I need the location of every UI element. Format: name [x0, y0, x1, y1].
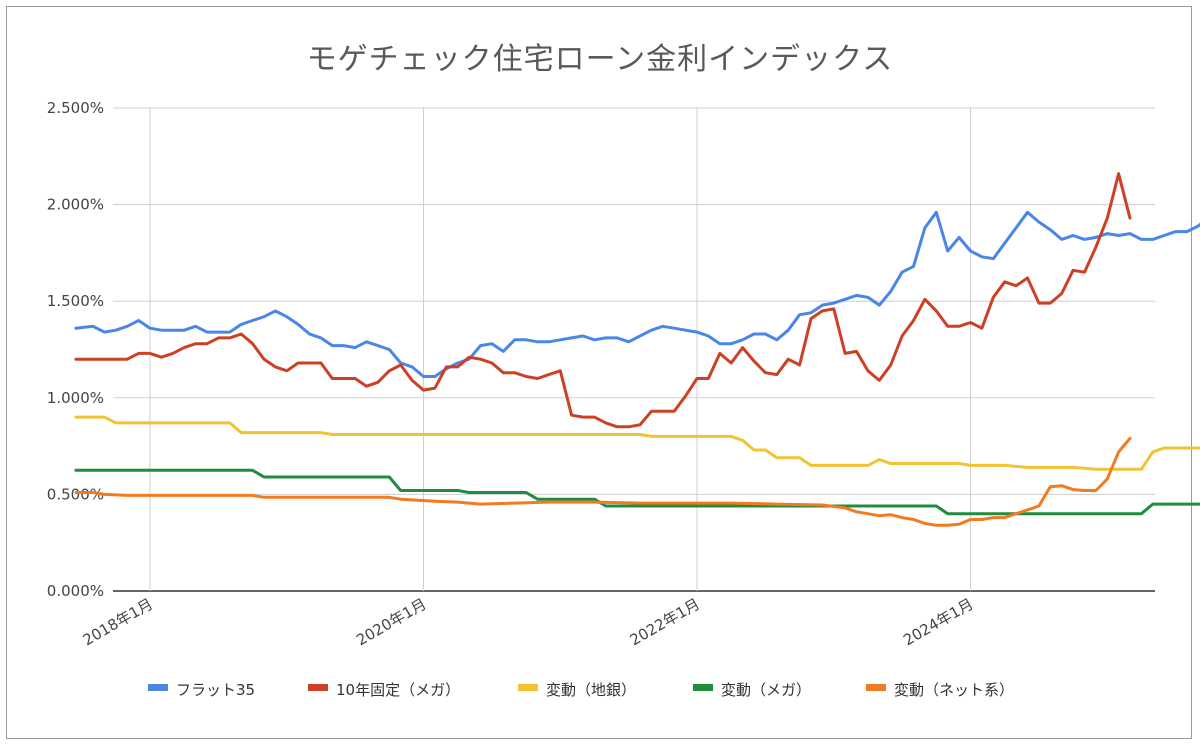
- y-tick-label: 0.500%: [47, 485, 104, 503]
- legend-swatch: [693, 684, 713, 691]
- legend-swatch: [148, 684, 168, 691]
- x-axis-ticks: 2018年1月 2020年1月 2022年1月 2024年1月: [80, 595, 977, 649]
- chart-frame: [6, 6, 1192, 739]
- y-tick-label: 1.000%: [47, 389, 104, 407]
- x-tick-label: 2020年1月: [353, 595, 429, 649]
- chart-title: モゲチェック住宅ローン金利インデックス: [306, 42, 894, 77]
- legend: フラット35 10年固定（メガ） 変動（地銀） 変動（メガ） 変動（ネット系）: [148, 681, 1014, 699]
- grid-lines: [113, 107, 1155, 592]
- legend-label: 10年固定（メガ）: [336, 681, 460, 699]
- legend-label: 変動（地銀）: [546, 681, 636, 699]
- series-line-2: [74, 172, 1132, 429]
- y-tick-label: 2.500%: [47, 99, 104, 117]
- x-tick-label: 2018年1月: [80, 595, 156, 649]
- legend-label: フラット35: [176, 681, 255, 699]
- legend-swatch: [866, 684, 886, 691]
- y-tick-label: 0.000%: [47, 582, 104, 600]
- legend-label: 変動（ネット系）: [894, 681, 1014, 699]
- series-line-3: [74, 415, 1200, 471]
- series-line-5: [74, 436, 1132, 527]
- y-axis-ticks: 0.000% 0.500% 1.000% 1.500% 2.000% 2.500%: [47, 99, 104, 600]
- x-tick-label: 2024年1月: [900, 595, 976, 649]
- legend-swatch: [518, 684, 538, 691]
- legend-swatch: [308, 684, 328, 691]
- series-line-1: [74, 210, 1200, 378]
- x-tick-label: 2022年1月: [627, 595, 703, 649]
- series-lines: [74, 172, 1200, 527]
- y-tick-label: 2.000%: [47, 196, 104, 214]
- legend-label: 変動（メガ）: [721, 681, 811, 699]
- series-line-4: [74, 468, 1200, 516]
- y-tick-label: 1.500%: [47, 292, 104, 310]
